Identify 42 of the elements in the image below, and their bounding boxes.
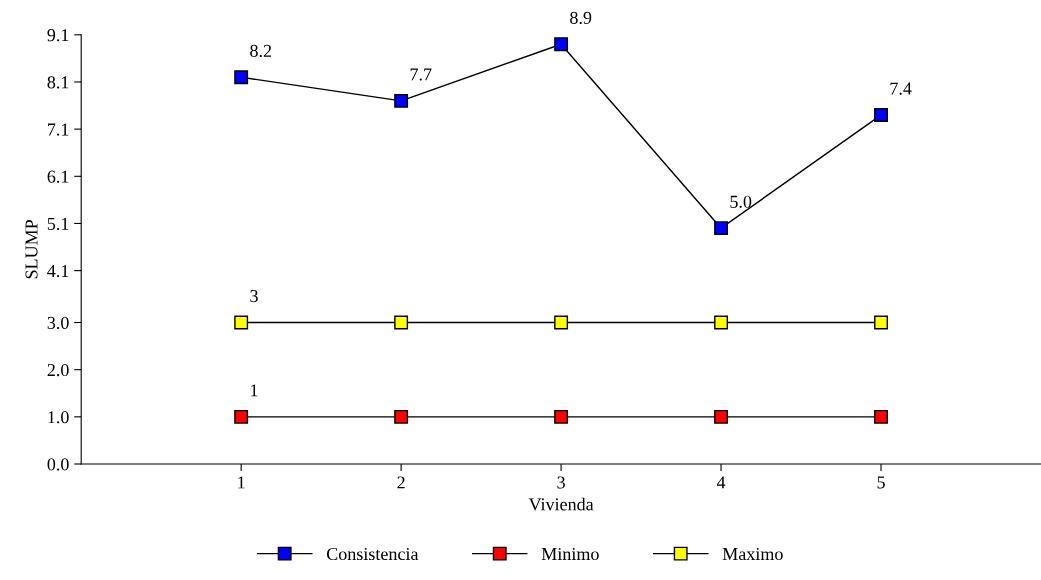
- x-tick-label: 5: [877, 476, 885, 489]
- legend-label: Consistencia: [326, 547, 419, 561]
- point: [714, 315, 729, 330]
- point: [874, 409, 888, 424]
- y-tick-label: 3.0: [47, 316, 69, 330]
- x-tick-label: 3: [557, 476, 565, 489]
- y-tick-label: 4.1: [47, 264, 69, 278]
- data-label: 7.4: [890, 82, 912, 95]
- y-tick-label: 1.0: [48, 411, 69, 424]
- legend-label: Minimo: [541, 547, 599, 561]
- data-label: 5.0: [730, 195, 752, 208]
- point: [874, 108, 888, 122]
- point: [394, 93, 409, 108]
- point: [554, 409, 569, 424]
- point: [554, 37, 569, 52]
- point: [394, 315, 409, 330]
- y-axis-title: SLUMP: [25, 220, 38, 279]
- y-tick-label: 8.1: [47, 76, 69, 89]
- point: [234, 315, 249, 330]
- x-axis-title: Vivienda: [528, 497, 594, 511]
- y-tick-label: 6.1: [47, 170, 69, 183]
- point: [234, 70, 249, 85]
- data-label: 8.9: [570, 11, 592, 24]
- point: [554, 315, 569, 330]
- y-tick-label: 0.0: [47, 458, 69, 471]
- y-tick-label: 2.0: [47, 363, 69, 377]
- x-tick-label: 2: [397, 476, 405, 489]
- point: [234, 409, 249, 424]
- y-tick-label: 5.1: [47, 217, 69, 230]
- y-tick-label: 7.1: [48, 123, 69, 136]
- x-tick-label: 4: [716, 476, 726, 489]
- legend-label: Maximo: [722, 547, 783, 561]
- data-label: 1: [251, 384, 258, 397]
- data-label: 3: [250, 290, 258, 303]
- data-label: 7.7: [410, 68, 432, 81]
- point: [714, 409, 729, 424]
- point: [394, 409, 409, 424]
- y-tick-label: 9.1: [47, 29, 69, 42]
- point: [714, 221, 729, 236]
- data-label: 8.2: [250, 44, 272, 57]
- x-tick-label: 1: [238, 476, 245, 489]
- point: [874, 315, 888, 330]
